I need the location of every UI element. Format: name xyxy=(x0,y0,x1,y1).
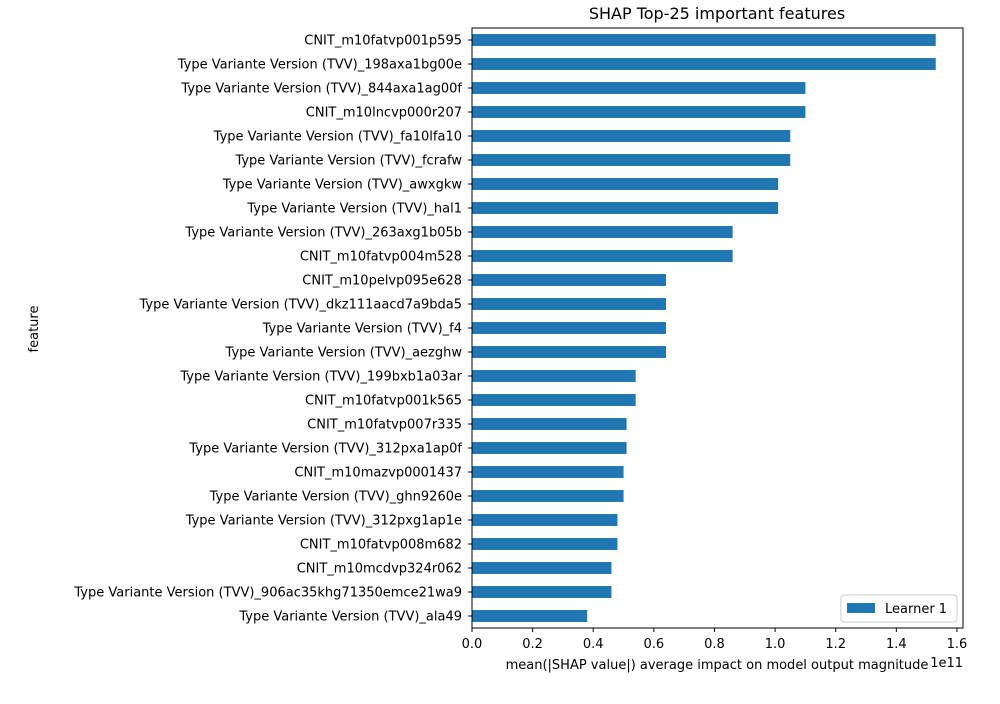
bar xyxy=(472,298,666,310)
x-tick-label: 0.0 xyxy=(462,637,483,652)
y-tick-label: Type Variante Version (TVV)_fa10lfa10 xyxy=(213,130,462,145)
bar xyxy=(472,58,936,70)
bar xyxy=(472,202,779,214)
bar xyxy=(472,394,636,406)
bar xyxy=(472,226,733,238)
bar xyxy=(472,538,618,550)
bar xyxy=(472,370,636,382)
y-tick-labels: CNIT_m10fatvp001p595 Type Variante Versio… xyxy=(73,34,472,625)
bar xyxy=(472,346,666,358)
x-tick-label: 0.8 xyxy=(704,637,725,652)
y-tick-label: CNIT_m10fatvp001k565 xyxy=(305,394,462,409)
x-tick-label: 1.0 xyxy=(765,637,786,652)
chart-title: SHAP Top-25 important features xyxy=(589,4,845,23)
y-tick-label: Type Variante Version (TVV)_awxgkw xyxy=(222,178,463,193)
y-tick-label: CNIT_m10fatvp001p595 xyxy=(304,34,462,49)
y-tick-label: Type Variante Version (TVV)_199bxb1a03ar xyxy=(179,370,462,385)
x-tick-label: 1.2 xyxy=(825,637,846,652)
y-tick-label: CNIT_m10fatvp007r335 xyxy=(307,418,462,433)
bar xyxy=(472,322,666,334)
legend-box xyxy=(840,594,958,623)
x-axis-label: mean(|SHAP value|) average impact on mod… xyxy=(506,658,929,673)
legend-label: Learner 1 xyxy=(885,602,947,617)
x-scale-exponent: 1e11 xyxy=(930,656,963,671)
y-tick-label: Type Variante Version (TVV)_f4 xyxy=(262,322,462,337)
bars-layer xyxy=(472,34,936,622)
bar xyxy=(472,250,733,262)
y-tick-label: CNIT_m10fatvp004m528 xyxy=(300,250,462,265)
y-tick-label: Type Variante Version (TVV)_906ac35khg71… xyxy=(73,586,462,601)
bar xyxy=(472,562,612,574)
y-tick-label: Type Variante Version (TVV)_312pxg1ap1e xyxy=(185,514,462,529)
y-tick-label: Type Variante Version (TVV)_dkz111aacd7a… xyxy=(138,298,462,313)
bar xyxy=(472,34,936,46)
x-tick-label: 1.4 xyxy=(886,637,907,652)
y-tick-label: CNIT_m10lncvp000r207 xyxy=(306,106,462,121)
bar xyxy=(472,154,791,166)
y-tick-label: Type Variante Version (TVV)_fcrafw xyxy=(234,154,462,169)
y-tick-label: Type Variante Version (TVV)_aezghw xyxy=(225,346,463,361)
bar xyxy=(472,274,666,286)
y-tick-label: CNIT_m10mcdvp324r062 xyxy=(297,562,462,577)
bar xyxy=(472,130,791,142)
y-tick-label: Type Variante Version (TVV)_hal1 xyxy=(246,202,462,217)
legend: Learner 1 xyxy=(840,594,958,623)
bar xyxy=(472,442,627,454)
y-tick-label: CNIT_m10fatvp008m682 xyxy=(300,538,462,553)
bar xyxy=(472,514,618,526)
y-tick-label: Type Variante Version (TVV)_263axg1b05b xyxy=(184,226,462,241)
x-tick-label: 0.6 xyxy=(644,637,665,652)
y-tick-label: Type Variante Version (TVV)_ala49 xyxy=(238,610,462,625)
y-axis-label: feature xyxy=(27,306,42,353)
y-tick-label: Type Variante Version (TVV)_844axa1ag00f xyxy=(180,82,462,97)
y-tick-label: CNIT_m10pelvp095e628 xyxy=(302,274,462,289)
x-tick-label: 1.6 xyxy=(947,637,968,652)
y-tick-label: Type Variante Version (TVV)_ghn9260e xyxy=(209,490,462,505)
x-ticks: 0.0 0.2 0.4 0.6 0.8 1.0 1.2 1.4 1.6 xyxy=(462,628,968,652)
bar xyxy=(472,106,806,118)
bar xyxy=(472,586,612,598)
bar xyxy=(472,82,806,94)
bar xyxy=(472,418,627,430)
plot-frame xyxy=(471,27,964,629)
legend-swatch xyxy=(847,603,875,613)
bar xyxy=(472,178,779,190)
x-tick-label: 0.4 xyxy=(583,637,604,652)
y-tick-label: Type Variante Version (TVV)_198axa1bg00e xyxy=(177,58,462,73)
y-tick-label: Type Variante Version (TVV)_312pxa1ap0f xyxy=(188,442,462,457)
x-tick-label: 0.2 xyxy=(522,637,543,652)
bar xyxy=(472,490,624,502)
bar xyxy=(472,466,624,478)
y-tick-label: CNIT_m10mazvp0001437 xyxy=(294,466,462,481)
bar xyxy=(472,610,588,622)
